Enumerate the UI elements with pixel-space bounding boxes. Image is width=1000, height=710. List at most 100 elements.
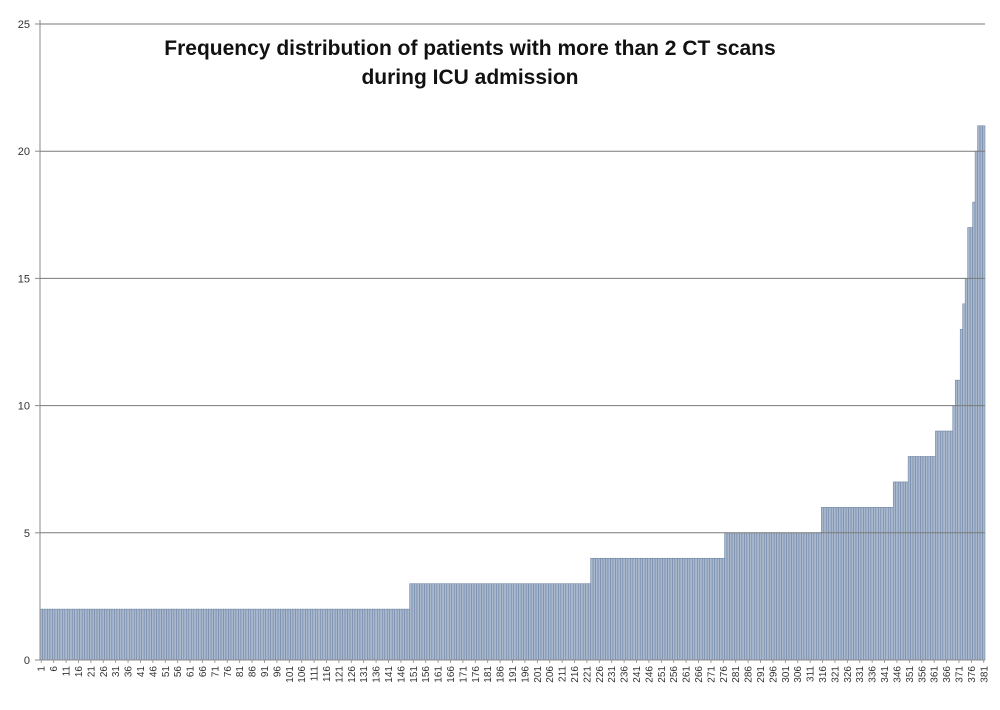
bar-patient-218 [577,583,581,661]
bar-patient-64 [195,608,200,661]
x-tick-label: 91 [260,666,271,678]
bar-patient-372 [959,329,963,661]
bar-patient-84 [245,608,249,661]
bar-patient-135 [372,608,376,661]
bar-patient-306 [796,532,800,661]
bar-patient-52 [166,608,170,661]
x-tick-label: 251 [657,666,668,683]
bar-patient-305 [793,532,797,661]
bar-patient-63 [193,608,197,661]
x-tick-label: 1 [37,666,48,672]
bar-patient-286 [746,532,750,661]
bar-patient-157 [426,583,430,661]
bar-patient-325 [843,507,847,661]
x-tick-label: 366 [942,666,953,683]
bar-patient-12 [67,608,71,661]
bar-patient-114 [320,608,324,661]
x-tick-label: 286 [744,666,755,683]
x-tick-label: 111 [310,666,321,682]
bar-patient-148 [404,608,408,661]
bar-patient-172 [463,583,467,661]
bar-patient-334 [865,507,869,661]
bar-patient-168 [453,583,457,661]
bar-patient-276 [721,557,725,661]
bar-patient-183 [491,583,495,661]
bar-patient-117 [327,608,331,661]
bar-patient-284 [741,532,745,661]
bar-patient-252 [662,557,666,661]
bar-patient-363 [937,430,941,661]
bar-patient-138 [379,608,383,661]
x-tick-label: 31 [111,666,122,678]
x-tick-label: 306 [793,666,804,683]
bar-patient-22 [91,608,95,661]
x-tick-label: 211 [558,666,569,682]
bar-patient-34 [121,608,125,661]
x-tick-label: 126 [347,666,358,683]
bar-patient-288 [751,532,755,661]
x-tick-label: 271 [706,666,717,683]
bar-patient-107 [302,608,306,661]
bar-patient-232 [612,557,616,661]
bar-patient-176 [473,583,477,661]
x-tick-label: 26 [99,666,110,678]
bar-patient-56 [176,608,180,661]
bar-patient-208 [553,583,557,661]
gridlines [35,23,985,661]
bar-patient-45 [148,608,152,661]
bar-patient-204 [543,583,547,661]
bar-patient-119 [332,608,336,661]
x-tick-label: 296 [768,666,779,683]
bar-patient-257 [674,557,678,661]
bar-patient-83 [243,608,247,661]
bar-patient-181 [486,583,490,661]
bar-patient-14 [71,608,75,661]
x-tick-label: 236 [620,666,631,683]
bar-patient-210 [558,583,562,661]
bar-patient-326 [845,507,849,661]
bar-patient-193 [515,583,519,661]
y-tick-label: 25 [18,19,30,31]
bar-patient-189 [506,583,510,661]
bar-patient-353 [912,456,916,661]
bar-patient-213 [565,583,569,661]
x-tick-label: 151 [409,666,420,683]
bar-patient-345 [892,481,896,661]
bar-patient-199 [530,583,534,661]
bar-patient-281 [734,532,738,661]
bar-patient-313 [813,532,817,661]
bar-patient-86 [250,608,254,661]
bar-patient-360 [930,456,934,661]
x-tick-label: 291 [756,666,767,683]
bar-patient-358 [925,456,929,661]
bar-patient-371 [957,379,961,661]
bar-patient-322 [835,507,839,661]
bar-patient-261 [684,557,688,661]
bar-patient-73 [218,608,222,661]
bar-patient-361 [932,456,936,661]
bar-patient-348 [900,481,904,661]
bar-patient-121 [337,608,341,661]
x-tick-label: 226 [595,666,606,683]
bar-patient-41 [138,608,142,661]
bar-patient-259 [679,557,683,661]
bar-patient-339 [878,507,882,661]
bar-patient-90 [260,608,264,661]
bar-patient-171 [461,583,465,661]
bar-patient-214 [568,583,572,661]
bar-patient-329 [853,507,857,661]
bar-patient-144 [394,608,398,661]
bar-patient-66 [200,608,204,661]
x-tick-label: 146 [396,666,407,683]
bar-patient-366 [945,430,949,661]
bar-patient-310 [806,532,810,661]
bar-patient-139 [382,608,386,661]
y-tick-label: 10 [18,401,30,413]
bar-patient-328 [850,507,854,661]
bar-patient-346 [895,481,899,661]
bar-patient-184 [493,583,497,661]
bar-patient-44 [146,608,150,661]
bar-patient-164 [444,583,448,661]
bar-patient-285 [744,532,748,661]
